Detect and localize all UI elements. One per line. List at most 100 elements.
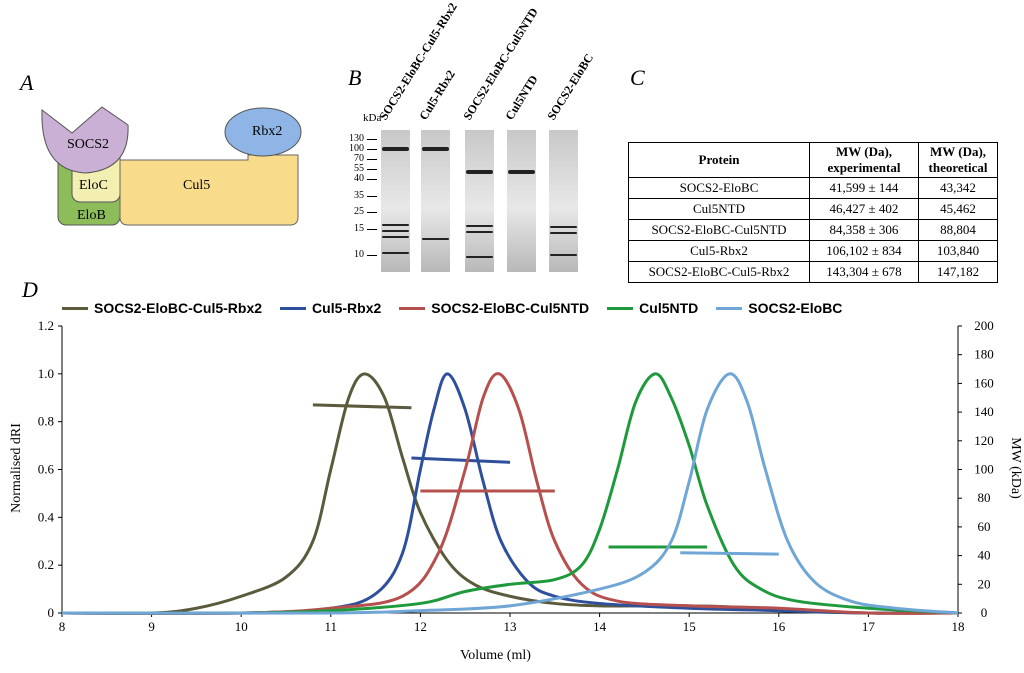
x-tick-label: 8 (59, 619, 66, 634)
gel-band (466, 256, 493, 258)
socs2-label: SOCS2 (67, 137, 110, 152)
chart-legend: SOCS2-EloBC-Cul5-Rbx2 Cul5-Rbx2 SOCS2-EloB… (62, 300, 842, 316)
y2-tick-label: 180 (974, 347, 994, 362)
y-tick-label: 0.6 (38, 462, 55, 477)
gel-band (550, 232, 577, 234)
table-header-row: Protein MW (Da), experimental MW (Da), t… (628, 142, 998, 178)
x-tick-label: 16 (772, 619, 786, 634)
y2-tick-label: 60 (978, 519, 991, 534)
cell-protein: SOCS2-EloBC-Cul5-Rbx2 (628, 261, 810, 283)
y-tick-label: 0.8 (38, 414, 54, 429)
legend-item: SOCS2-EloBC-Cul5-Rbx2 (62, 300, 262, 316)
gel-band (382, 224, 409, 226)
rbx2-shape (224, 107, 302, 157)
marker-tick (367, 159, 377, 160)
dri-series-line (61, 372, 959, 615)
dri-series-line (61, 372, 959, 615)
y2-tick-label: 140 (974, 404, 994, 419)
marker-tick (367, 255, 377, 256)
col-protein: Protein (628, 142, 810, 178)
cell-protein: SOCS2-EloBC-Cul5NTD (628, 219, 810, 241)
gel-band (550, 254, 577, 256)
dri-series-line (61, 372, 959, 615)
socs2-shape (41, 106, 129, 174)
y2-tick-label: 200 (974, 318, 994, 333)
x-tick-label: 10 (235, 619, 248, 634)
marker-tick (367, 179, 377, 180)
marker-tick (367, 139, 377, 140)
marker-tick (367, 149, 377, 150)
table-row: Cul5NTD 46,427 ± 402 45,462 (628, 198, 998, 220)
y-tick-label: 0.4 (38, 509, 55, 524)
eloc-label: EloC (79, 178, 108, 193)
legend-item: Cul5NTD (607, 300, 698, 316)
y-tick-label: 0.2 (38, 557, 54, 572)
gel-band (422, 147, 449, 151)
gel-band (466, 225, 493, 227)
kda-marker: 100 (349, 143, 364, 154)
y2-tick-label: 120 (974, 433, 994, 448)
x-tick-label: 14 (593, 619, 607, 634)
marker-tick (367, 169, 377, 170)
y2-tick-label: 0 (981, 605, 988, 620)
x-tick-label: 17 (862, 619, 876, 634)
y-tick-label: 1.2 (38, 318, 54, 333)
gel-band (550, 226, 577, 228)
legend-item: SOCS2-EloBC (716, 300, 842, 316)
gel-band (508, 170, 535, 174)
table-row: SOCS2-EloBC-Cul5-Rbx2 143,304 ± 678 147,18… (628, 261, 998, 283)
kda-marker: 10 (354, 249, 364, 260)
gel-band (382, 252, 409, 254)
table-row: SOCS2-EloBC-Cul5NTD 84,358 ± 306 88,804 (628, 219, 998, 241)
x-axis-label: Volume (ml) (460, 648, 531, 663)
gel-lane (549, 130, 578, 272)
gel-lane (465, 130, 494, 272)
legend-swatch (399, 306, 426, 310)
col-theoretical: MW (Da), theoretical (918, 142, 998, 178)
gel-band (466, 231, 493, 233)
cell-experimental: 46,427 ± 402 (809, 198, 919, 220)
x-tick-label: 18 (952, 619, 965, 634)
x-tick-label: 9 (148, 619, 155, 634)
kda-marker: 35 (354, 190, 364, 201)
gel-band (382, 236, 409, 238)
legend-swatch (716, 306, 743, 310)
cell-experimental: 84,358 ± 306 (809, 219, 919, 241)
x-tick-label: 13 (504, 619, 517, 634)
y2-tick-label: 20 (978, 576, 991, 591)
gel-lane (421, 130, 450, 272)
legend-swatch (62, 306, 88, 310)
legend-swatch (280, 306, 307, 310)
y2-tick-label: 160 (974, 375, 994, 390)
complex-diagram (41, 106, 302, 226)
legend-label: SOCS2-EloBC (748, 300, 843, 316)
legend-label: SOCS2-EloBC-Cul5-Rbx2 (94, 300, 263, 316)
gel-lane (381, 130, 410, 272)
mw-series-line (680, 551, 779, 556)
y2-tick-label: 80 (978, 490, 991, 505)
panel-b-label: B (348, 65, 362, 90)
table-row: SOCS2-EloBC 41,599 ± 144 43,342 (628, 177, 998, 199)
x-tick-label: 12 (414, 619, 427, 634)
rbx2-label: Rbx2 (252, 124, 283, 139)
panel-c-label: C (630, 65, 645, 90)
y-tick-label: 0 (48, 605, 55, 620)
marker-tick (367, 196, 377, 197)
legend-label: Cul5NTD (639, 300, 699, 316)
gel-band (422, 238, 449, 240)
mw-series-line (411, 456, 511, 464)
cul5-shape (119, 154, 299, 226)
kda-marker: 25 (354, 206, 364, 217)
cul5-label: Cul5 (183, 178, 211, 193)
kda-unit: kDa (363, 112, 382, 124)
dri-series-line (61, 372, 959, 615)
gel-band (382, 230, 409, 232)
mw-series-line (312, 403, 412, 410)
kda-marker: 70 (354, 153, 364, 164)
panel-a-label: A (20, 70, 34, 95)
cell-protein: Cul5NTD (628, 198, 810, 220)
legend-item: Cul5-Rbx2 (280, 300, 381, 316)
gel-band (466, 170, 493, 174)
